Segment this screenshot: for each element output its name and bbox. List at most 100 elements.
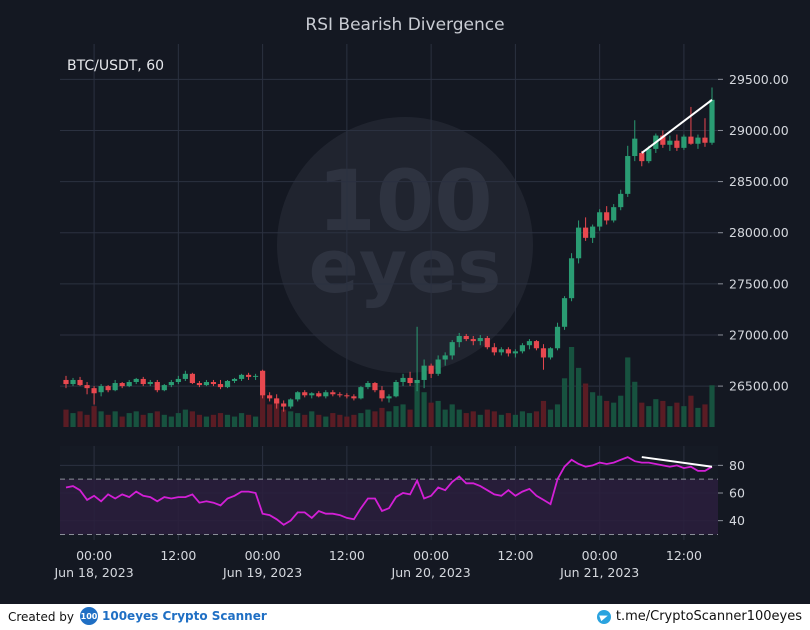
volume-bar <box>330 413 336 427</box>
candle-body <box>281 403 287 407</box>
volume-bar <box>316 414 322 427</box>
candle-body <box>224 380 231 388</box>
candle-body <box>393 382 399 397</box>
candle-body <box>463 335 469 340</box>
candle-body <box>604 212 610 221</box>
volume-bar <box>182 409 188 427</box>
x-tick-time-label: 00:00 <box>582 548 618 563</box>
candle-body <box>533 341 540 349</box>
volume-bar <box>358 413 364 427</box>
candle-body <box>161 385 167 391</box>
volume-bar <box>456 409 462 427</box>
candle-body <box>575 227 582 259</box>
volume-bar <box>91 406 97 427</box>
rsi-tick-label: 60 <box>729 486 745 501</box>
volume-bar <box>231 416 238 427</box>
volume-bar <box>575 367 582 427</box>
candle-body <box>147 382 153 385</box>
rsi-divergence-line <box>641 456 713 468</box>
candle-body <box>568 258 575 299</box>
watermark-text-eyes: eyes <box>309 224 502 310</box>
candle-body <box>477 338 483 342</box>
volume-bar <box>105 414 111 427</box>
candle-body <box>309 393 315 396</box>
volume-bar <box>625 357 631 427</box>
telegram-handle: t.me/CryptoScanner100eyes <box>615 609 802 624</box>
candle-body <box>414 379 420 384</box>
x-tick-time-label: 00:00 <box>413 548 449 563</box>
candle-body <box>400 377 406 383</box>
volume-bar <box>161 414 167 427</box>
candle-body <box>245 374 252 377</box>
volume-bar <box>414 380 420 427</box>
symbol-label: BTC/USDT, 60 <box>67 58 164 74</box>
volume-bar <box>554 404 561 427</box>
candle-body <box>695 137 701 144</box>
volume-bar <box>477 414 483 427</box>
x-tick-time-label: 00:00 <box>245 548 281 563</box>
candle-body <box>379 390 385 399</box>
x-tick-time-label: 12:00 <box>666 548 702 563</box>
volume-bar <box>604 400 610 427</box>
volume-bar <box>407 409 413 427</box>
volume-bar <box>372 411 378 427</box>
candle-body <box>112 383 118 391</box>
candle-body <box>428 365 434 374</box>
candle-body <box>590 226 596 238</box>
candle-body <box>70 379 76 385</box>
brand-link[interactable]: 100 100eyes Crypto Scanner <box>80 607 267 625</box>
volume-bar <box>351 414 357 427</box>
x-tick-time-label: 00:00 <box>76 548 112 563</box>
candle-body <box>526 341 533 346</box>
candle-body <box>133 378 139 383</box>
candle-body <box>189 373 195 384</box>
volume-bar <box>709 385 715 427</box>
rsi-tick-label: 40 <box>729 513 745 528</box>
volume-bar <box>428 402 434 427</box>
candle-body <box>639 152 645 162</box>
candle-body <box>688 136 694 144</box>
candle-body <box>597 212 603 227</box>
telegram-icon <box>596 609 611 624</box>
candle-body <box>554 326 561 349</box>
candle-body <box>105 386 111 391</box>
x-tick-time-label: 12:00 <box>497 548 533 563</box>
volume-bar <box>590 392 596 427</box>
chart-frame: 100 eyes RSI Bearish Divergence BTC/USDT, … <box>0 0 810 604</box>
candle-body <box>667 140 673 145</box>
candle-body <box>238 374 245 379</box>
volume-bar <box>463 413 469 427</box>
price-tick-label: 29500.00 <box>729 72 789 87</box>
candle-body <box>295 392 301 400</box>
volume-bar <box>681 406 687 427</box>
volume-bar <box>196 414 203 427</box>
price-tick-label: 27500.00 <box>729 276 789 291</box>
candle-body <box>84 385 90 389</box>
candle-body <box>512 351 518 354</box>
x-tick-date-label: Jun 21, 2023 <box>559 565 639 580</box>
volume-bar <box>224 414 231 427</box>
candle-body <box>302 392 308 396</box>
candle-body <box>660 135 666 145</box>
x-tick-time-label: 12:00 <box>329 548 365 563</box>
volume-bar <box>288 411 294 427</box>
candle-body <box>323 392 329 397</box>
candle-body <box>505 349 511 354</box>
candle-body <box>449 342 455 356</box>
volume-bar <box>217 413 224 427</box>
footer: Created by 100 100eyes Crypto Scanner t.… <box>0 604 810 630</box>
candle-body <box>252 375 259 377</box>
volume-bar <box>267 404 273 427</box>
candle-body <box>274 398 280 404</box>
candle-body <box>519 345 526 352</box>
volume-bar <box>421 392 427 427</box>
candle-body <box>196 383 203 386</box>
candle-body <box>267 395 273 399</box>
candle-body <box>386 396 392 399</box>
volume-bar <box>281 409 287 427</box>
candle-body <box>470 339 476 342</box>
candle-body <box>540 348 547 358</box>
volume-bar <box>611 402 617 427</box>
volume-bar <box>646 406 652 427</box>
telegram-link[interactable]: t.me/CryptoScanner100eyes <box>596 609 802 624</box>
